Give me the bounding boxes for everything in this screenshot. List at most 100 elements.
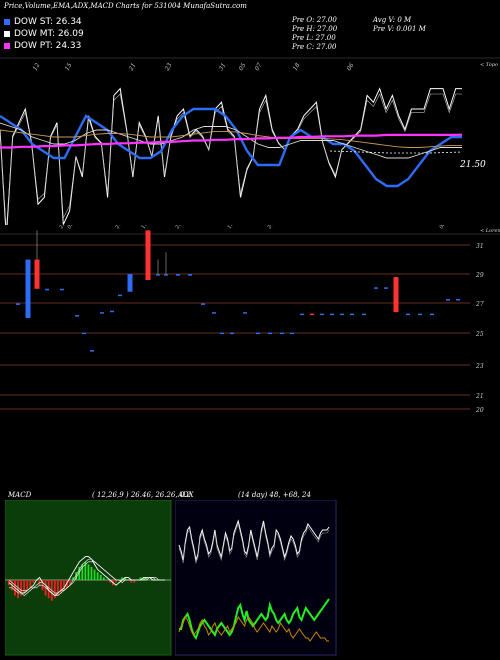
candle-body	[156, 274, 160, 276]
pre-low: Pre L: 27.00	[292, 34, 336, 42]
candle-body	[145, 230, 151, 281]
macd-histogram-bar	[142, 577, 145, 580]
candle-body	[60, 288, 64, 291]
candle-body	[127, 274, 133, 292]
candle-body	[300, 313, 304, 316]
pre-open: Pre O: 27.00	[292, 16, 337, 24]
candle-body	[45, 288, 49, 291]
macd-histogram-bar	[75, 572, 78, 580]
candle-body	[310, 313, 314, 316]
price-corner-label: < Topo	[480, 62, 498, 68]
macd-params: ( 12,26,9 ) 26.46, 26.26, 0.2	[92, 491, 191, 499]
price-date-label: 21	[127, 62, 137, 73]
chart-title: Price,Volume,EMA,ADX,MACD Charts for 531…	[4, 2, 247, 10]
dashed-ema-line	[329, 150, 463, 154]
y-tick-label: 20	[475, 407, 484, 414]
candle-body	[230, 332, 234, 335]
macd-histogram-bar	[69, 580, 71, 586]
macd-histogram-bar	[26, 580, 29, 591]
candle-body	[446, 299, 450, 301]
candle-date-label: 24	[266, 225, 275, 231]
macd-histogram-bar	[133, 580, 136, 583]
candle-body	[164, 274, 168, 276]
legend-dow-pt: DOW PT: 24.33	[4, 41, 81, 51]
macd-histogram-bar	[17, 580, 19, 599]
legend-swatch-mt	[4, 30, 10, 37]
candle-body	[350, 313, 354, 316]
candle-body	[100, 312, 104, 314]
pre-close: Pre C: 27.00	[292, 43, 337, 51]
price-date-label: 23	[163, 62, 173, 73]
candle-date-label: 05	[67, 225, 75, 230]
macd-histogram-bar	[148, 580, 151, 581]
legend-dow-st: DOW ST: 26.34	[4, 17, 82, 27]
y-tick-label: 25	[475, 331, 484, 338]
price-date-label: 15	[64, 62, 74, 72]
candle-body	[456, 299, 460, 301]
macd-title: MACD	[8, 491, 32, 499]
macd-histogram-bar	[87, 564, 90, 580]
macd-histogram-bar	[102, 577, 105, 580]
line-ema-mid	[0, 122, 462, 159]
legend-swatch-st	[4, 18, 10, 25]
candle-body	[75, 315, 79, 317]
candle-body	[188, 274, 192, 276]
y-tick-label: 31	[476, 243, 484, 250]
price-date-label: 31	[218, 62, 228, 72]
macd-histogram-bar	[124, 577, 127, 580]
macd-histogram-bar	[108, 580, 111, 583]
candle-body	[90, 350, 94, 352]
candle-body	[406, 313, 410, 316]
candle-body	[16, 303, 20, 305]
candle-date-label: 13	[227, 225, 235, 230]
macd-histogram-bar	[47, 580, 50, 599]
macd-histogram-bar	[145, 577, 148, 580]
adx-title: ADX	[178, 491, 194, 499]
candle-date-label: 29	[58, 225, 67, 231]
candle-date-label: 06	[439, 225, 448, 230]
macd-histogram-bar	[93, 569, 96, 580]
macd-histogram-bar	[96, 572, 99, 580]
macd-histogram-bar	[23, 580, 26, 593]
candle-body	[34, 259, 40, 289]
macd-histogram-bar	[105, 580, 108, 581]
macd-chart	[5, 500, 172, 656]
macd-histogram-bar	[139, 577, 142, 580]
macd-histogram-bar	[90, 567, 93, 580]
pre-high: Pre H: 27.00	[292, 25, 338, 33]
candle-body	[110, 310, 114, 313]
candle-body	[393, 277, 399, 313]
macd-histogram-bar	[121, 577, 123, 580]
price-line	[0, 87, 462, 225]
macd-extra-line	[9, 561, 165, 596]
candle-body	[320, 313, 324, 316]
line-adx-shadow	[178, 522, 330, 565]
legend-text-pt: DOW PT: 24.33	[14, 41, 82, 51]
macd-histogram-bar	[84, 561, 87, 580]
candle-body	[201, 303, 205, 305]
line-di-plus	[179, 598, 330, 641]
macd-histogram-bar	[78, 567, 81, 580]
candle-body	[268, 332, 272, 335]
candle-body	[118, 294, 122, 297]
candle-date-label: 19	[141, 225, 150, 230]
candle-corner-label: < Lorem	[480, 228, 500, 234]
macd-histogram-bar	[63, 580, 65, 591]
candle-body	[25, 259, 31, 318]
candle-body	[384, 287, 388, 289]
candle-body	[362, 313, 366, 316]
candle-body	[330, 313, 334, 316]
y-tick-label: 29	[475, 272, 484, 279]
candle-body	[82, 332, 86, 335]
macd-histogram-bar	[29, 580, 32, 588]
macd-histogram-bar	[115, 580, 117, 583]
price-date-label: 06	[346, 62, 356, 72]
pre-volume: Pre V: 0.001 M	[373, 25, 426, 33]
price-ema-chart: < Topo 12 15 21 23 31 05 07 18 06	[0, 57, 500, 225]
price-date-label: 12	[32, 62, 42, 72]
candle-date-label: 21	[114, 225, 123, 231]
macd-histogram-bar	[53, 580, 56, 599]
candle-body	[418, 313, 422, 316]
price-date-label: 05	[238, 62, 248, 72]
y-tick-label: 23	[475, 363, 484, 370]
